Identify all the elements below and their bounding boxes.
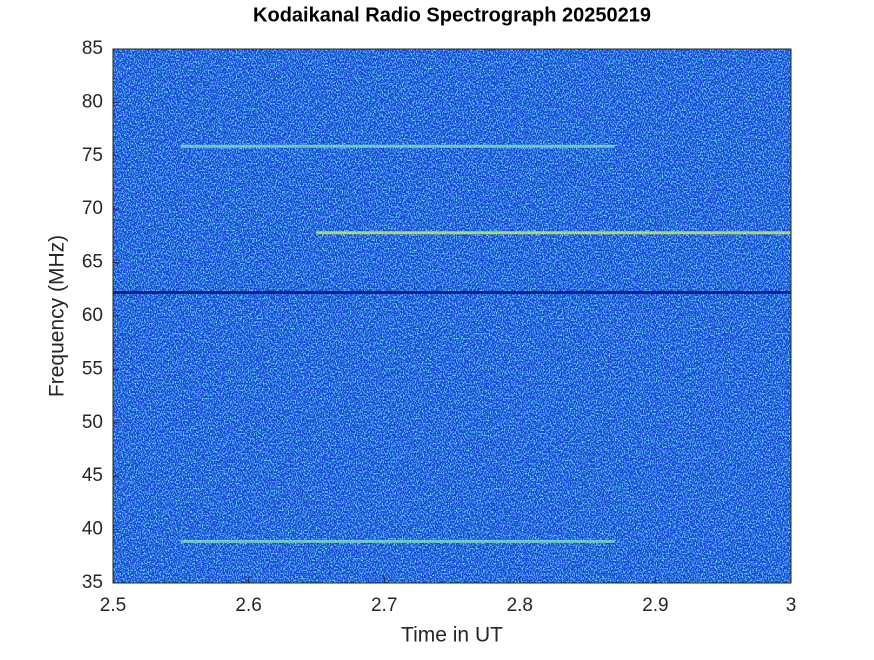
x-tick-label: 2.5 (100, 595, 126, 616)
y-tick-label: 80 (82, 91, 103, 112)
x-tick-label: 2.9 (642, 595, 668, 616)
x-tick-label: 2.6 (235, 595, 261, 616)
x-tick-label: 2.8 (507, 595, 533, 616)
x-tick-label: 3 (786, 595, 797, 616)
y-axis-label: Frequency (MHz) (46, 235, 69, 397)
y-tick-label: 55 (82, 358, 103, 379)
y-tick-label: 50 (82, 412, 103, 433)
y-tick-label: 65 (82, 252, 103, 273)
chart-title: Kodaikanal Radio Spectrograph 20250219 (253, 4, 651, 26)
x-axis-label: Time in UT (401, 624, 503, 647)
y-tick-label: 40 (82, 519, 103, 540)
x-tick-label: 2.7 (371, 595, 397, 616)
spectrogram-noise (113, 49, 791, 583)
y-tick-label: 85 (82, 38, 103, 59)
y-tick-label: 35 (82, 572, 103, 593)
y-tick-label: 60 (82, 305, 103, 326)
y-tick-label: 70 (82, 198, 103, 219)
y-tick-label: 45 (82, 465, 103, 486)
y-tick-label: 75 (82, 145, 103, 166)
